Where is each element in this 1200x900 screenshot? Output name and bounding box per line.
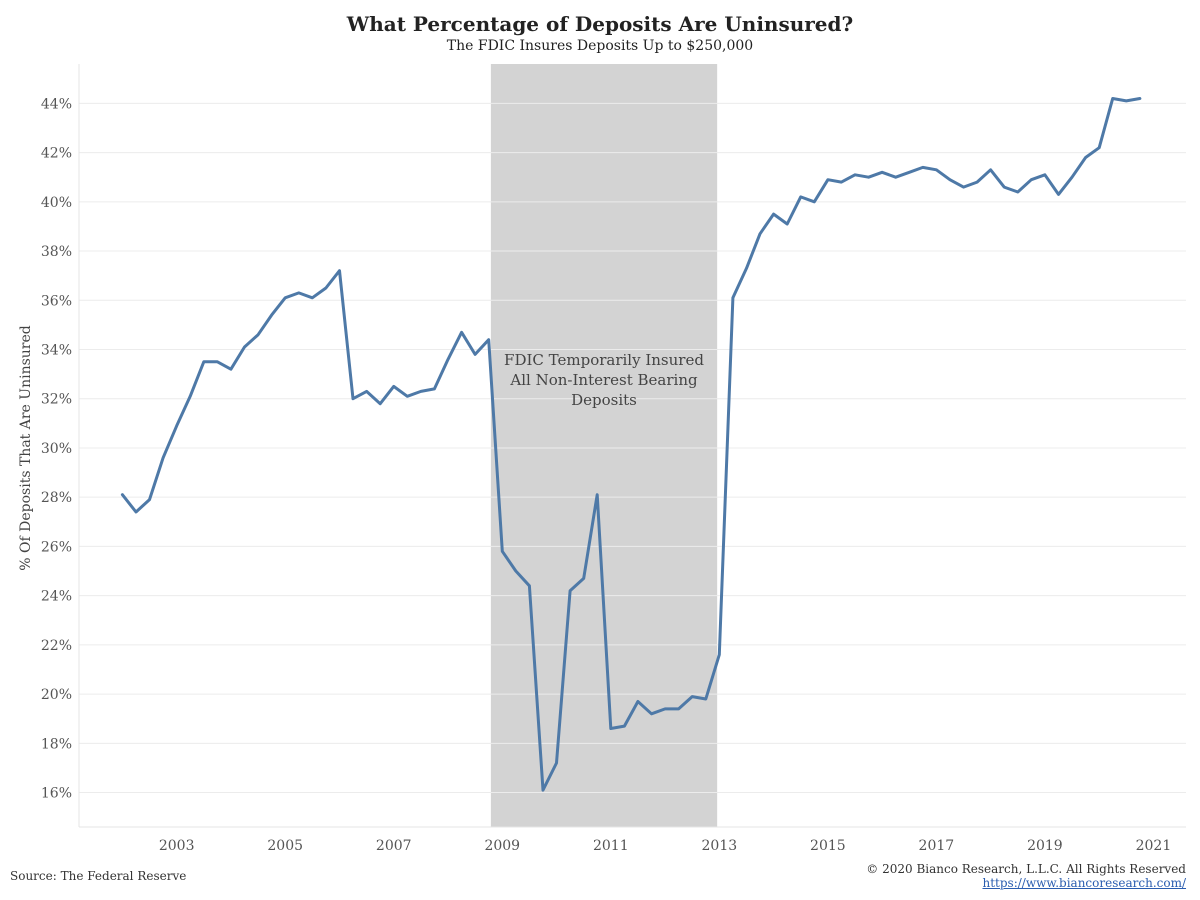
y-tick-label: 22% [41,638,72,654]
shaded-region-annotation: Deposits [571,391,637,409]
y-tick-label: 32% [41,392,72,408]
y-tick-label: 38% [41,244,72,260]
shaded-region [490,64,718,827]
series-layer [120,97,1142,792]
website-link[interactable]: https://www.biancoresearch.com/ [982,876,1186,890]
x-tick-label: 2011 [593,838,629,854]
y-tick-label: 20% [41,687,72,703]
x-tick-label: 2007 [376,838,412,854]
copyright-note: © 2020 Bianco Research, L.L.C. All Right… [866,862,1186,876]
y-tick-label: 16% [41,786,72,802]
x-tick-label: 2009 [484,838,520,854]
y-tick-label: 36% [41,293,72,309]
series-line [120,97,1142,792]
x-tick-label: 2017 [919,838,955,854]
x-tick-label: 2005 [267,838,303,854]
chart-title: What Percentage of Deposits Are Uninsure… [346,12,854,36]
x-tick-label: 2003 [159,838,195,854]
x-tick-label: 2021 [1136,838,1172,854]
annotation-layer: FDIC Temporarily Insured All Non-Interest… [504,351,704,409]
shade-layer [490,64,718,827]
x-tick-label: 2013 [702,838,738,854]
y-tick-label: 40% [41,195,72,211]
axis-layer [78,64,1186,828]
x-tick-label: 2019 [1027,838,1063,854]
y-tick-label: 18% [41,736,72,752]
y-tick-label: 44% [41,96,72,112]
y-tick-label: 28% [41,490,72,506]
source-note: Source: The Federal Reserve [10,869,187,883]
y-tick-label: 24% [41,589,72,605]
shaded-region-annotation: All Non-Interest Bearing [509,371,698,389]
y-axis-label: % Of Deposits That Are Uninsured [18,325,34,570]
y-tick-label: 30% [41,441,72,457]
y-tick-label: 26% [41,539,72,555]
y-tick-label: 42% [41,146,72,162]
chart-subtitle: The FDIC Insures Deposits Up to $250,000 [446,38,754,54]
shaded-region-annotation: FDIC Temporarily Insured [504,351,704,369]
grid-layer [79,102,1186,794]
x-tick-labels: 2003 2005 2007 2009 2011 2013 2015 2017 2019 2021 [159,838,1171,854]
y-tick-labels: 16% 18% 20% 22% 24% 26% 28% 30% 32% 34% 36% 38% 40% 4… [41,96,72,801]
x-tick-label: 2015 [810,838,846,854]
y-tick-label: 34% [41,343,72,359]
